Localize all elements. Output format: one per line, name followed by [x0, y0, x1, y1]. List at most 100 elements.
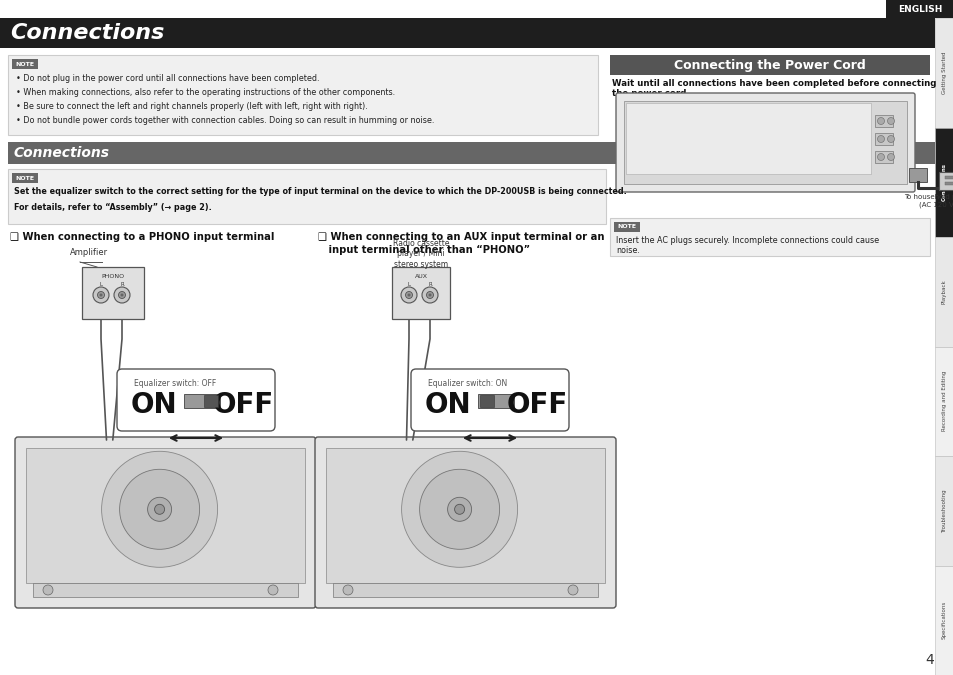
FancyBboxPatch shape: [944, 176, 953, 179]
Circle shape: [877, 136, 883, 142]
Text: • Do not plug in the power cord until all connections have been completed.: • Do not plug in the power cord until al…: [16, 74, 319, 83]
Text: Connecting the Power Cord: Connecting the Power Cord: [674, 59, 865, 72]
Circle shape: [268, 585, 277, 595]
Text: input terminal other than “PHONO”: input terminal other than “PHONO”: [317, 245, 530, 255]
FancyBboxPatch shape: [204, 395, 218, 407]
FancyBboxPatch shape: [908, 168, 926, 182]
FancyBboxPatch shape: [0, 18, 934, 48]
FancyBboxPatch shape: [623, 101, 906, 184]
FancyBboxPatch shape: [26, 448, 305, 583]
Text: Amplifier: Amplifier: [70, 248, 108, 257]
Circle shape: [886, 117, 894, 124]
Text: Troubleshooting: Troubleshooting: [941, 489, 946, 533]
Text: L: L: [407, 283, 410, 288]
Text: ❑ When connecting to a PHONO input terminal: ❑ When connecting to a PHONO input termi…: [10, 232, 274, 242]
FancyBboxPatch shape: [944, 182, 953, 185]
FancyBboxPatch shape: [934, 18, 953, 128]
FancyBboxPatch shape: [938, 172, 953, 190]
FancyBboxPatch shape: [326, 448, 604, 583]
Text: • Do not bundle power cords together with connection cables. Doing so can result: • Do not bundle power cords together wit…: [16, 116, 434, 125]
Circle shape: [426, 292, 433, 298]
FancyBboxPatch shape: [934, 456, 953, 566]
FancyBboxPatch shape: [874, 151, 892, 163]
Text: Set the equalizer switch to the correct setting for the type of input terminal o: Set the equalizer switch to the correct …: [14, 187, 626, 196]
Circle shape: [101, 452, 217, 567]
Text: Specifications: Specifications: [941, 601, 946, 639]
Text: AUX: AUX: [414, 273, 427, 279]
Circle shape: [43, 585, 53, 595]
FancyBboxPatch shape: [616, 93, 914, 192]
Text: • Be sure to connect the left and right channels properly (left with left, right: • Be sure to connect the left and right …: [16, 102, 367, 111]
FancyBboxPatch shape: [392, 267, 450, 319]
FancyBboxPatch shape: [934, 346, 953, 456]
Circle shape: [119, 469, 199, 549]
FancyBboxPatch shape: [411, 369, 568, 431]
Circle shape: [148, 497, 172, 521]
Text: Recording and Editing: Recording and Editing: [941, 371, 946, 431]
Text: ON: ON: [424, 391, 471, 419]
FancyBboxPatch shape: [8, 142, 934, 164]
FancyBboxPatch shape: [874, 133, 892, 145]
Text: NOTE: NOTE: [15, 176, 34, 180]
FancyBboxPatch shape: [609, 55, 929, 75]
FancyBboxPatch shape: [314, 437, 616, 608]
Text: • When making connections, also refer to the operating instructions of the other: • When making connections, also refer to…: [16, 88, 395, 97]
Circle shape: [401, 452, 517, 567]
Circle shape: [99, 294, 102, 296]
Text: Equalizer switch: ON: Equalizer switch: ON: [428, 379, 507, 388]
Text: Radio cassette
player / Mini
stereo system: Radio cassette player / Mini stereo syst…: [393, 239, 449, 269]
Text: ON: ON: [131, 391, 177, 419]
FancyBboxPatch shape: [614, 222, 639, 232]
FancyBboxPatch shape: [333, 583, 598, 597]
Text: NOTE: NOTE: [617, 225, 636, 230]
Text: Connections: Connections: [941, 163, 946, 201]
Circle shape: [455, 504, 464, 514]
Circle shape: [567, 585, 578, 595]
Text: Connections: Connections: [10, 23, 164, 43]
Circle shape: [886, 153, 894, 161]
FancyBboxPatch shape: [934, 566, 953, 675]
Circle shape: [877, 153, 883, 161]
Text: To household power outlet
(AC 120 V, 60 Hz): To household power outlet (AC 120 V, 60 …: [902, 194, 953, 207]
FancyBboxPatch shape: [934, 128, 953, 237]
Text: Getting Started: Getting Started: [941, 51, 946, 94]
FancyBboxPatch shape: [477, 394, 514, 408]
Text: ENGLISH: ENGLISH: [897, 5, 942, 14]
Text: OFF: OFF: [506, 391, 567, 419]
FancyBboxPatch shape: [12, 173, 38, 183]
Text: For details, refer to “Assembly” (→ page 2).: For details, refer to “Assembly” (→ page…: [14, 203, 212, 212]
Text: 4: 4: [924, 653, 933, 667]
FancyBboxPatch shape: [8, 169, 605, 224]
FancyBboxPatch shape: [625, 103, 870, 174]
Circle shape: [97, 292, 105, 298]
FancyBboxPatch shape: [82, 267, 144, 319]
Circle shape: [447, 497, 471, 521]
FancyBboxPatch shape: [609, 218, 929, 256]
Circle shape: [419, 469, 499, 549]
Text: Connections: Connections: [14, 146, 110, 160]
FancyBboxPatch shape: [874, 115, 892, 127]
Circle shape: [886, 136, 894, 142]
Circle shape: [120, 294, 123, 296]
Text: ❑ When connecting to an AUX input terminal or an: ❑ When connecting to an AUX input termin…: [317, 232, 604, 242]
Text: OFF: OFF: [213, 391, 274, 419]
Text: PHONO: PHONO: [101, 273, 125, 279]
Text: L: L: [99, 283, 102, 288]
Circle shape: [407, 294, 410, 296]
Text: Equalizer switch: OFF: Equalizer switch: OFF: [133, 379, 216, 388]
Circle shape: [400, 287, 416, 303]
FancyBboxPatch shape: [184, 394, 220, 408]
FancyBboxPatch shape: [12, 59, 38, 69]
Text: NOTE: NOTE: [15, 61, 34, 67]
FancyBboxPatch shape: [8, 55, 598, 135]
Circle shape: [118, 292, 126, 298]
Text: Insert the AC plugs securely. Incomplete connections could cause
noise.: Insert the AC plugs securely. Incomplete…: [616, 236, 879, 255]
FancyBboxPatch shape: [934, 237, 953, 346]
Text: Wait until all connections have been completed before connecting
the power cord.: Wait until all connections have been com…: [612, 79, 936, 99]
FancyBboxPatch shape: [117, 369, 274, 431]
Circle shape: [113, 287, 130, 303]
Circle shape: [154, 504, 165, 514]
Text: R: R: [428, 283, 432, 288]
Circle shape: [877, 117, 883, 124]
FancyBboxPatch shape: [33, 583, 297, 597]
